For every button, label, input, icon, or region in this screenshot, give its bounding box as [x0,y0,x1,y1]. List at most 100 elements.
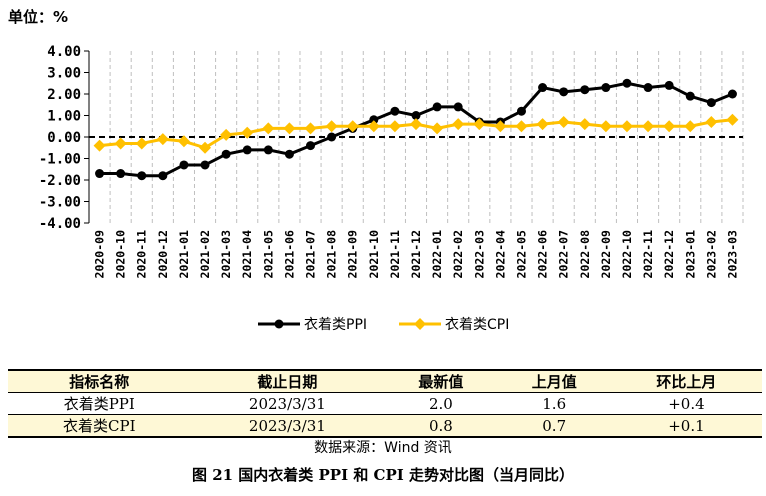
data-point [557,115,570,128]
x-tick-label: 2022-05 [514,230,528,279]
x-tick-label: 2022-08 [578,230,592,279]
table-header: 最新值 [384,369,498,393]
data-point [622,78,632,88]
legend: 衣着类PPI 衣着类CPI [258,314,541,334]
data-point [346,120,359,133]
data-point [114,137,127,150]
data-point [684,120,697,133]
grid [109,51,744,223]
data-point [283,122,296,135]
data-point [137,171,147,181]
data-point [177,135,190,148]
data-point [93,139,106,152]
data-point [580,85,590,95]
data-point [432,102,442,112]
table-header-row: 指标名称 截止日期 最新值 上月值 环比上月 [8,369,762,393]
data-point [135,137,148,150]
data-point [538,83,548,93]
y-tick-label: 2.00 [47,87,81,103]
x-tick-label: 2022-09 [599,230,613,279]
x-tick-label: 2021-12 [409,230,423,278]
data-point [578,118,591,131]
data-point [220,128,233,141]
data-point [116,169,126,179]
data-point [705,115,718,128]
data-point [327,132,337,142]
y-tick-label: 0.00 [47,130,81,146]
x-tick-label: 2022-06 [536,230,550,279]
table-cell: 1.6 [497,392,611,415]
data-point [599,120,612,133]
data-point [727,89,737,99]
table-cell: +0.1 [610,414,762,438]
table-cell: 2023/3/31 [190,414,385,438]
data-point [367,120,380,133]
x-tick-label: 2021-06 [282,230,296,279]
y-tick-labels: 4.00 3.00 2.00 1.00 0.00 -1.00 -2.00 -3.00 -4.00 [39,44,81,232]
data-point [325,120,338,133]
figure-caption: 图 21 国内衣着类 PPI 和 CPI 走势对比图（当月同比） [191,466,575,484]
x-tick-label: 2022-02 [451,230,465,278]
x-tick-label: 2020-09 [93,230,107,279]
data-point [643,83,653,93]
data-point [390,106,400,116]
data-point [199,141,212,154]
table-header: 指标名称 [8,369,191,393]
table-cell: 2023/3/31 [190,392,385,415]
x-tick-label: 2022-03 [472,230,486,279]
x-tick-labels: 2020-09 2020-10 2020-11 2020-12 2021-01 2021-… [93,230,740,279]
data-point [431,122,444,135]
x-tick-label: 2023-02 [704,230,718,278]
x-tick-label: 2022-10 [620,230,634,279]
x-tick-label: 2023-03 [725,230,739,279]
data-point [156,133,169,146]
data-point [95,169,105,179]
legend-item-cpi: 衣着类CPI [399,314,509,334]
table-cell: 0.8 [384,414,498,438]
data-point [263,145,273,155]
data-point [516,106,526,116]
data-point [706,98,716,108]
x-tick-label: 2021-01 [177,230,191,279]
table-row: 衣着类CPI 2023/3/31 0.8 0.7 +0.1 [8,414,762,438]
data-point [685,91,695,101]
x-tick-label: 2020-11 [135,230,149,279]
data-point [663,120,676,133]
data-point [515,120,528,133]
data-point [452,118,465,131]
series-cpi [93,113,739,154]
data-point [262,122,275,135]
y-tick-label: -4.00 [39,216,81,232]
x-tick-label: 2021-11 [388,230,402,279]
data-point [242,145,252,155]
y-tick-label: 1.00 [47,109,81,125]
data-point [726,113,739,126]
table-header: 上月值 [497,369,611,393]
y-tick-label: 4.00 [47,44,81,60]
unit-label: 单位：% [8,8,69,26]
x-tick-label: 2022-01 [430,230,444,279]
x-tick-label: 2022-04 [493,230,507,279]
y-tick-label: 3.00 [47,66,81,82]
y-tick-label: -3.00 [39,195,81,211]
data-point [664,80,674,90]
table-cell: 2.0 [384,392,498,415]
data-point [536,118,549,131]
data-point [369,115,379,125]
data-point [620,120,633,133]
table-row: 衣着类PPI 2023/3/31 2.0 1.6 +0.4 [8,392,762,415]
x-tick-label: 2022-12 [662,230,676,278]
x-tick-label: 2023-01 [683,230,697,279]
source-note: 数据来源：Wind 资讯 [314,440,452,456]
x-tick-label: 2021-07 [304,230,318,279]
data-point [158,171,168,181]
data-point [241,126,254,139]
chart: 4.00 3.00 2.00 1.00 0.00 -1.00 -2.00 -3.00 -4.00… [39,44,744,279]
data-point [411,111,421,120]
data-point [559,87,569,97]
x-tick-label: 2021-10 [367,230,381,279]
series-ppi [95,78,737,181]
data-point [221,149,231,159]
data-point [388,120,401,133]
x-tick-label: 2022-11 [641,230,655,279]
